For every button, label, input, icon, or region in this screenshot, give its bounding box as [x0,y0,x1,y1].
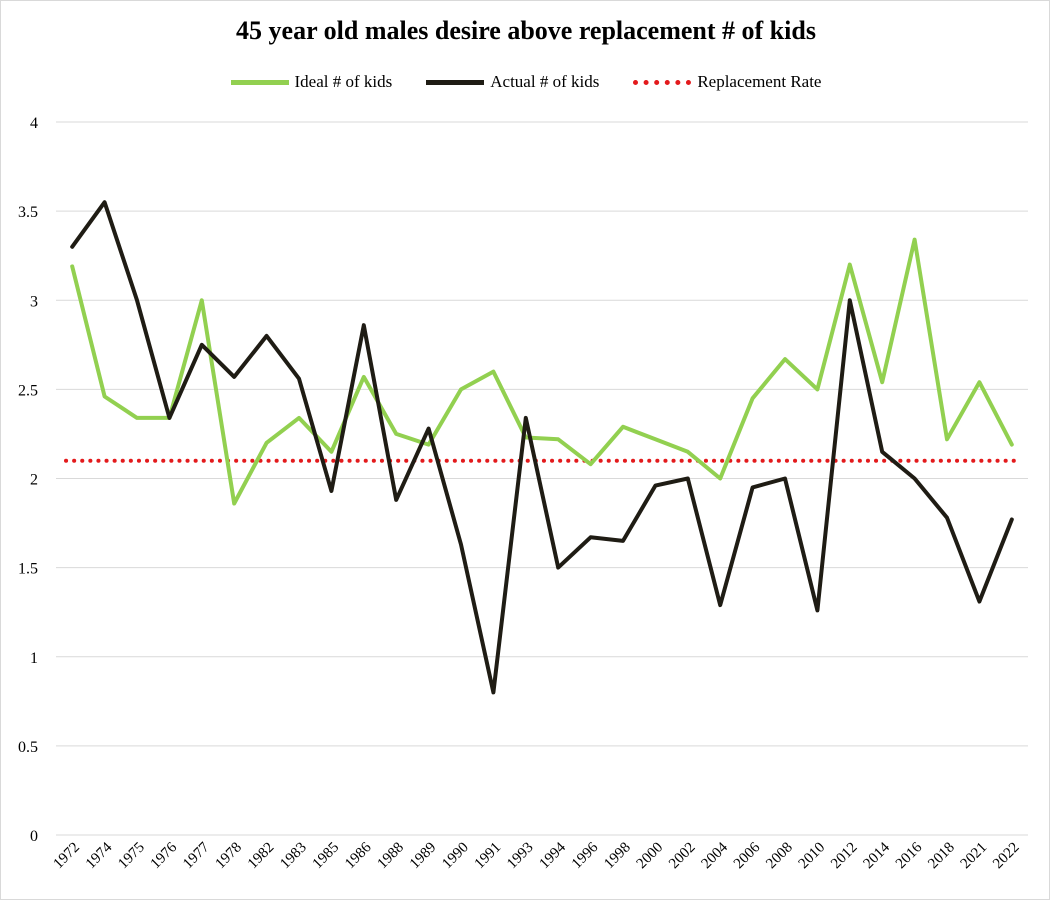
y-tick-label: 4 [30,115,38,132]
y-tick-label: 0.5 [18,739,38,756]
series-line-ideal-of-kids [70,237,1014,506]
y-tick-label: 2 [30,472,38,489]
y-tick-label: 3.5 [18,204,38,221]
x-tick-label: 1989 [407,840,440,873]
x-tick-label: 1994 [537,839,570,872]
y-tick-label: 3 [30,293,38,310]
x-tick-label: 1988 [375,840,408,873]
legend-entry-replacement: Replacement Rate [633,72,821,92]
x-tick-label: 1996 [569,839,602,872]
y-axis-ticks: 0 0.5 1 1.5 2 2.5 3 3.5 4 [18,115,38,845]
x-tick-label: 2000 [634,840,667,873]
legend-label-replacement: Replacement Rate [697,72,822,91]
legend-swatch-actual [426,79,485,85]
x-tick-label: 1986 [342,839,375,872]
x-tick-label: 2021 [958,840,991,873]
x-tick-label: 2016 [893,839,926,872]
x-tick-label: 1977 [180,839,213,872]
legend-swatch-ideal [230,79,289,85]
x-tick-label: 1972 [51,840,84,873]
x-tick-label: 1976 [148,839,181,872]
x-tick-label: 2022 [990,840,1023,873]
y-tick-label: 0 [30,828,38,845]
legend-label-actual: Actual # of kids [490,72,600,91]
x-tick-label: 1985 [310,840,343,873]
x-tick-label: 2004 [699,839,732,872]
x-tick-label: 1974 [83,839,116,872]
legend-label-ideal: Ideal # of kids [294,72,393,91]
x-axis-ticks: 1972 1974 1975 1976 1977 1978 1982 1983 1985 1986… [51,839,1023,872]
x-tick-label: 2008 [763,840,796,873]
x-tick-label: 1975 [115,840,148,873]
chart-title: 45 year old males desire above replaceme… [236,16,816,45]
series-line-actual-of-kids [70,200,1014,695]
legend-entry-actual: Actual # of kids [426,72,599,92]
x-tick-label: 1978 [213,840,246,873]
y-tick-label: 2.5 [18,382,38,399]
series-lines [64,200,1016,695]
x-tick-label: 2014 [861,839,894,872]
chart-legend: Ideal # of kids Actual # of kids Replace… [0,71,1052,93]
x-tick-label: 1998 [601,840,634,873]
x-tick-label: 1982 [245,840,278,873]
x-tick-label: 2018 [925,840,958,873]
legend-entry-ideal: Ideal # of kids [230,72,393,92]
x-tick-label: 2002 [666,840,699,873]
x-tick-label: 2010 [796,840,829,873]
x-tick-label: 1991 [472,840,505,873]
x-tick-label: 2006 [731,839,764,872]
y-tick-label: 1.5 [18,561,38,578]
x-tick-label: 2012 [828,840,861,873]
y-tick-label: 1 [30,650,38,667]
x-tick-label: 1990 [439,840,472,873]
x-tick-label: 1983 [277,840,310,873]
x-tick-label: 1993 [504,840,537,873]
legend-swatch-replacement [633,79,692,85]
gridlines [56,121,1028,836]
